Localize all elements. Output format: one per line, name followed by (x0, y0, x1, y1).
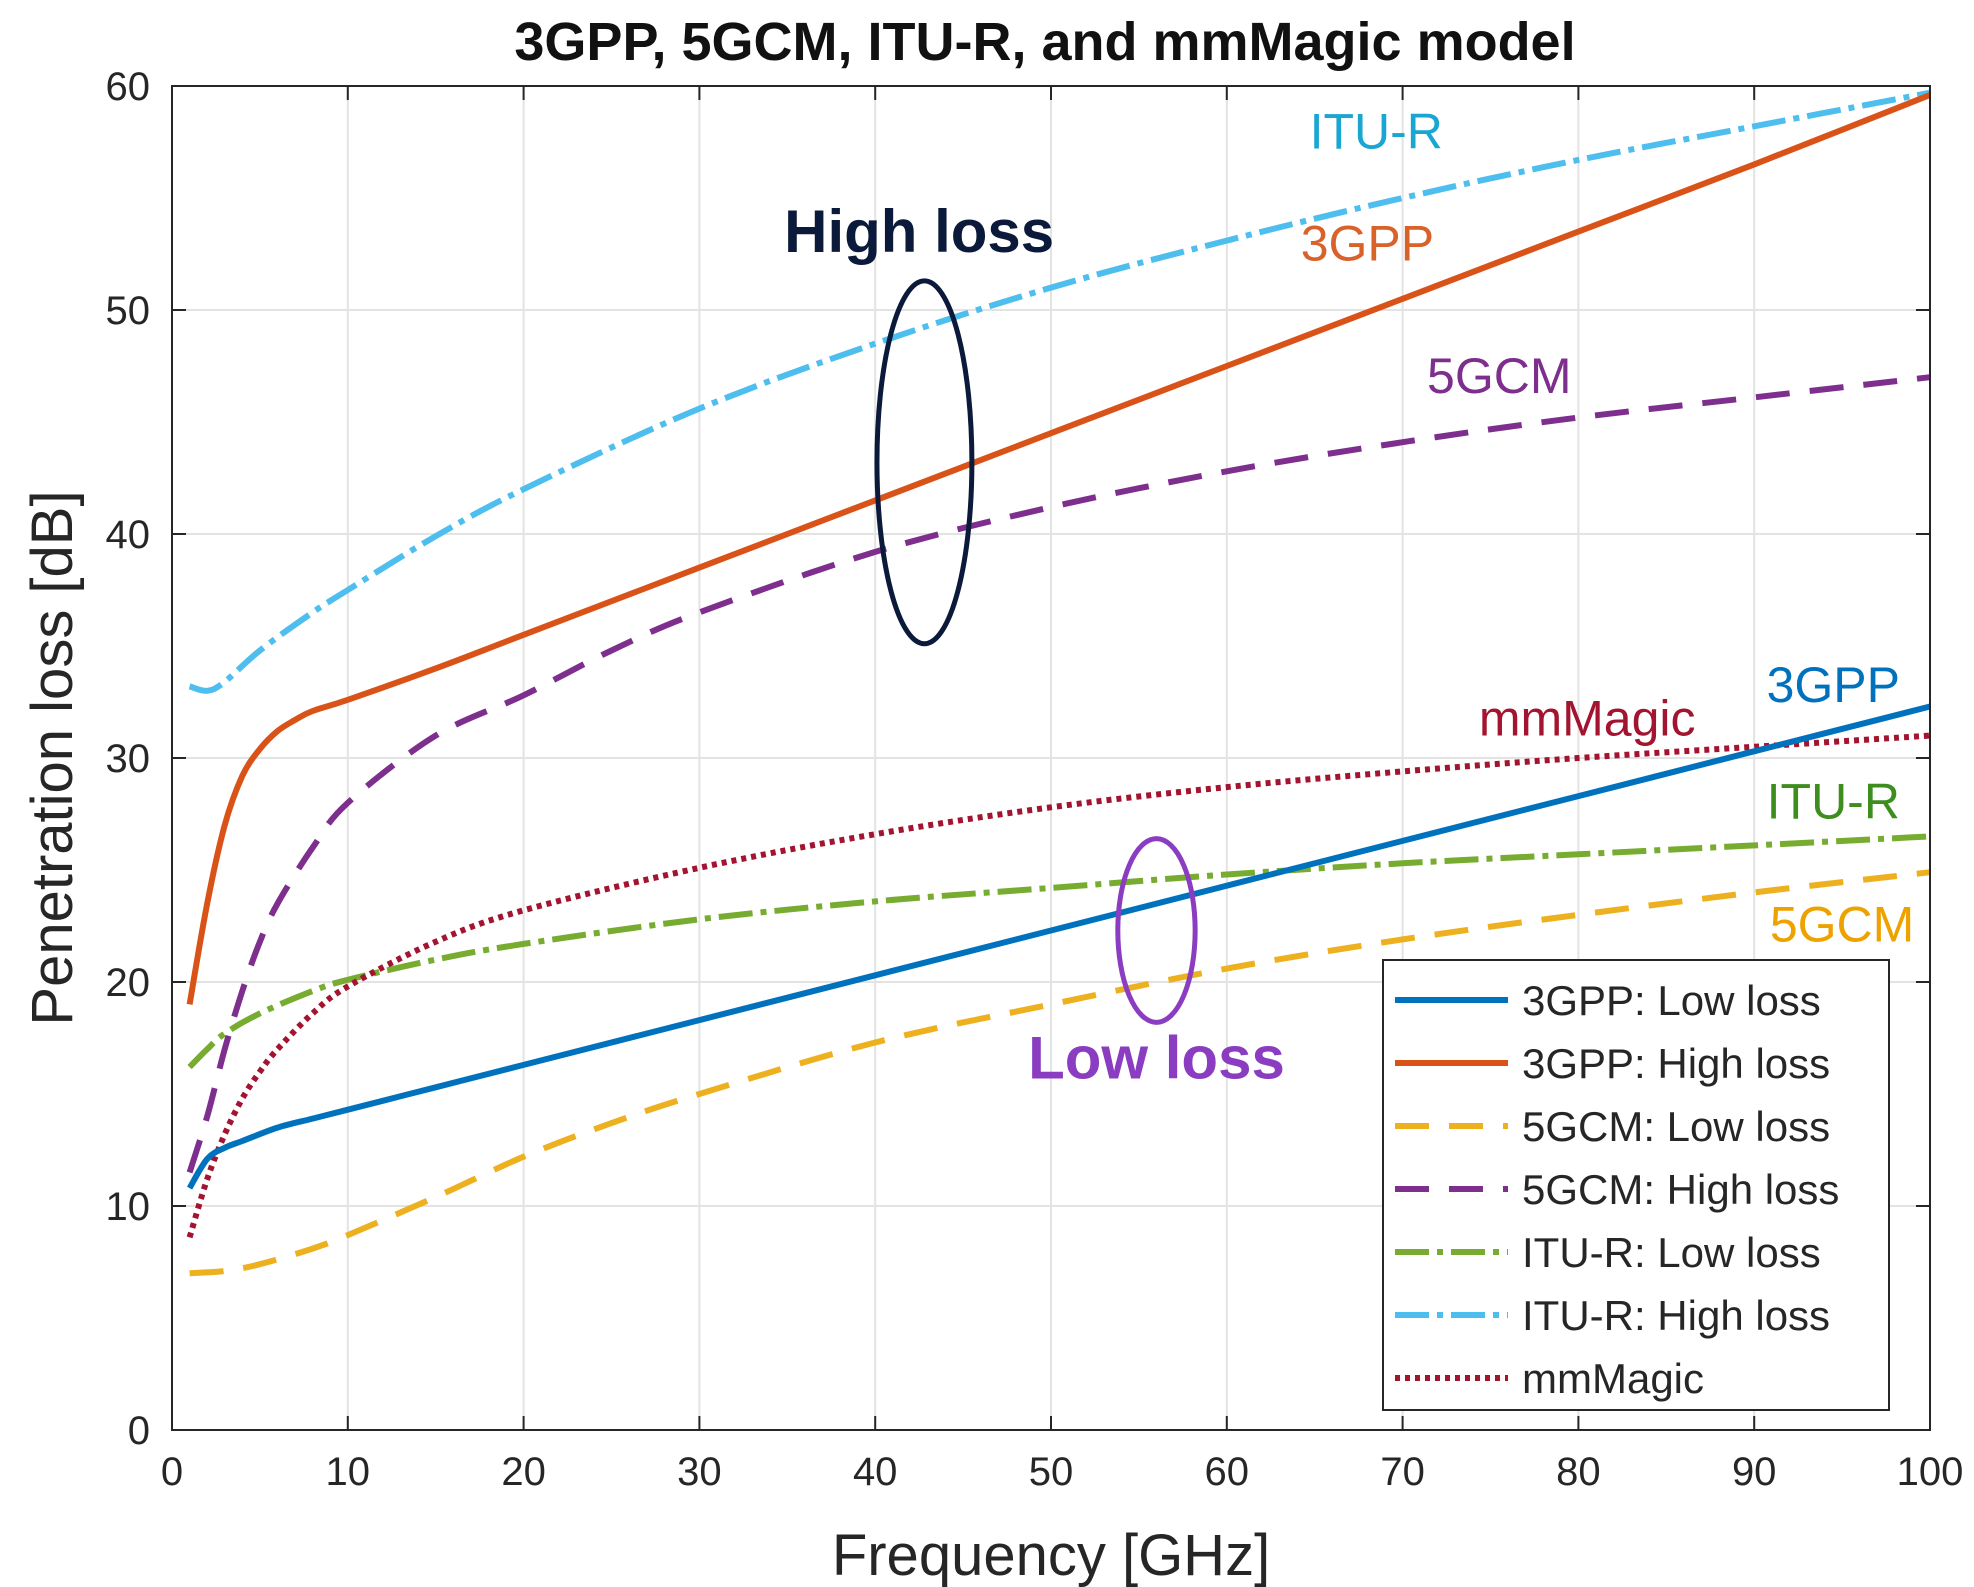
y-tick-label: 60 (106, 65, 151, 109)
y-axis-label: Penetration loss [dB] (20, 490, 85, 1025)
annotation-layer: ITU-R 3GPP 5GCM High loss 3GPP mmMagic ITU-R 5G… (784, 104, 1914, 1092)
x-tick-label: 90 (1732, 1450, 1777, 1494)
series-line-mmmagic (186, 732, 1931, 1239)
chart-title: 3GPP, 5GCM, ITU-R, and mmMagic model (514, 12, 1575, 72)
low-loss-ellipse (1115, 836, 1198, 1025)
legend-box (1382, 959, 1890, 1411)
y-tick-label: 0 (128, 1409, 150, 1453)
x-axis-label: Frequency [GHz] (832, 1523, 1270, 1587)
legend-label: mmMagic (1522, 1355, 1704, 1402)
legend-label: 3GPP: Low loss (1522, 977, 1821, 1024)
x-tick-label: 30 (677, 1450, 722, 1494)
x-tick-label: 50 (1029, 1450, 1074, 1494)
annotation-itu-r: ITU-R (1310, 104, 1443, 160)
legend-label: 3GPP: High loss (1522, 1040, 1830, 1087)
series-line-3gpp-high-loss (186, 92, 1932, 1005)
series-line-3gpp-low-loss (186, 703, 1931, 1190)
y-tick-label: 20 (106, 961, 151, 1005)
y-tick-label: 50 (106, 289, 151, 333)
ellipse-layer (874, 278, 1198, 1025)
high-loss-ellipse (874, 278, 975, 647)
x-tick-label: 70 (1380, 1450, 1425, 1494)
x-tick-label: 60 (1205, 1450, 1250, 1494)
legend-label: 5GCM: High loss (1522, 1166, 1839, 1213)
x-tick-label: 0 (161, 1450, 183, 1494)
legend-label: ITU-R: Low loss (1522, 1229, 1821, 1276)
x-tick-label: 10 (326, 1450, 371, 1494)
y-tick-label: 10 (106, 1185, 151, 1229)
series-layer (186, 89, 1932, 1277)
y-tick-label: 30 (106, 737, 151, 781)
series-line-5gcm-high-loss (186, 374, 1931, 1174)
x-axis-ticks: 0 10 20 30 40 50 60 70 80 90 100 (161, 86, 1964, 1494)
legend-label: 5GCM: Low loss (1522, 1103, 1830, 1150)
y-tick-label: 40 (106, 513, 151, 557)
legend-label: ITU-R: High loss (1522, 1292, 1830, 1339)
series-line-5gcm-low-loss (189, 869, 1931, 1277)
annotation-low-loss: Low loss (1028, 1024, 1285, 1091)
annotation-mmmagic: mmMagic (1479, 691, 1696, 747)
annotation-high-loss: High loss (784, 198, 1054, 265)
annotation-5gcm: 5GCM (1427, 348, 1571, 404)
series-line-itu-r-low-loss (187, 833, 1931, 1070)
x-tick-label: 100 (1897, 1450, 1964, 1494)
x-tick-label: 40 (853, 1450, 898, 1494)
annotation-5gcm: 5GCM (1770, 897, 1914, 953)
x-tick-label: 80 (1556, 1450, 1601, 1494)
legend: 3GPP: Low loss 3GPP: High loss 5GCM: Low l… (1382, 959, 1890, 1411)
annotation-3gpp: 3GPP (1301, 216, 1434, 272)
x-tick-label: 20 (501, 1450, 546, 1494)
annotation-3gpp: 3GPP (1767, 657, 1900, 713)
annotation-itu-r: ITU-R (1767, 773, 1900, 829)
y-axis-ticks: 0 10 20 30 40 50 60 (106, 65, 1930, 1453)
